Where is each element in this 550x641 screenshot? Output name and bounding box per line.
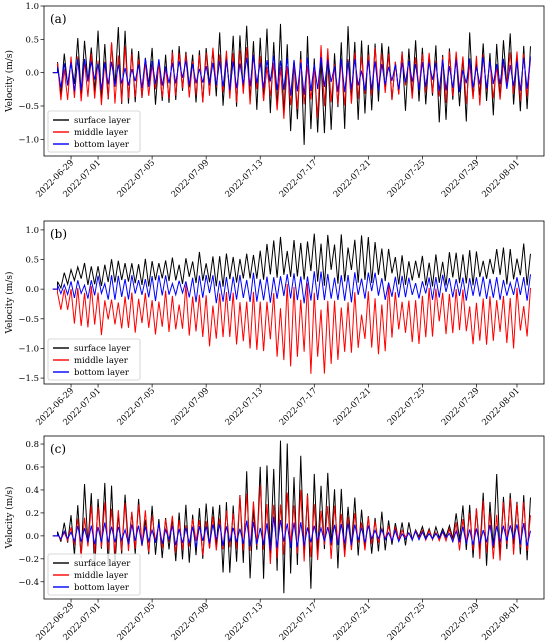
x-tick-label: 2022-07-09 (170, 158, 212, 200)
x-tick-label: 2022-07-13 (224, 386, 266, 428)
y-tick-label: 0.0 (25, 532, 39, 542)
y-tick-label: 0.5 (25, 35, 39, 45)
legend-label-2: middle layer (74, 356, 129, 366)
y-tick-label: −1.5 (18, 374, 39, 384)
x-tick-label: 2022-07-05 (115, 158, 157, 200)
legend: surface layer middle layer bottom layer (47, 338, 141, 381)
x-tick-label: 2022-07-05 (115, 601, 157, 641)
legend-label-1: surface layer (74, 116, 131, 126)
x-tick-label: 2022-07-21 (332, 386, 374, 428)
x-tick-label: 2022-07-29 (440, 601, 482, 641)
x-tick-label: 2022-07-25 (386, 158, 428, 200)
legend-label-3: bottom layer (74, 368, 130, 378)
x-tick-label: 2022-07-29 (440, 158, 482, 200)
legend: surface layer middle layer bottom layer (47, 553, 141, 596)
y-tick-label: 0.2 (25, 509, 39, 519)
y-tick-label: 0.0 (25, 69, 39, 79)
y-axis-label: Velocity (m/s) (4, 272, 15, 335)
panel-label: (a) (50, 12, 67, 26)
plot-frame (43, 5, 545, 157)
x-tick-label: 2022-07-09 (170, 386, 212, 428)
y-tick-label: 1.0 (25, 2, 39, 12)
x-tick-label: 2022-07-21 (332, 158, 374, 200)
series-line-3 (52, 516, 531, 551)
y-tick-label: −1.0 (18, 135, 39, 145)
x-tick-label: 2022-07-05 (115, 386, 157, 428)
y-tick-label: −0.4 (18, 578, 39, 588)
x-tick-label: 2022-07-17 (278, 601, 320, 641)
y-tick-label: 0.8 (25, 440, 39, 450)
x-tick-label: 2022-08-01 (480, 158, 522, 200)
y-axis-label: Velocity (m/s) (4, 50, 15, 113)
legend-label-1: surface layer (74, 559, 131, 569)
series-line-2 (52, 283, 531, 374)
x-tick-label: 2022-08-01 (480, 386, 522, 428)
x-tick-label: 2022-07-29 (440, 386, 482, 428)
chart-panel-2: −1.5 −1.0 −0.5 0.0 0.5 1.0 Velocity (m/s) 2022-… (4, 220, 545, 428)
panel-label: (b) (50, 227, 67, 241)
y-tick-label: 1.0 (25, 226, 39, 236)
y-tick-label: −0.5 (18, 315, 39, 325)
legend-box (47, 110, 141, 153)
legend-label-3: bottom layer (74, 583, 130, 593)
plot-frame (43, 220, 545, 385)
y-tick-label: 0.4 (25, 486, 39, 496)
x-tick-label: 2022-07-17 (278, 158, 320, 200)
series-line-1 (52, 233, 531, 290)
x-tick-label: 2022-08-01 (480, 601, 522, 641)
legend-box (47, 553, 141, 596)
series-line-3 (52, 271, 531, 304)
y-tick-label: 0.5 (25, 256, 39, 266)
x-tick-label: 2022-07-17 (278, 386, 320, 428)
legend-label-1: surface layer (74, 344, 131, 354)
series-line-2 (52, 42, 531, 119)
legend-box (47, 338, 141, 381)
y-tick-label: −0.5 (18, 102, 39, 112)
series-line-3 (52, 54, 531, 96)
x-tick-label: 2022-07-13 (224, 601, 266, 641)
legend: surface layer middle layer bottom layer (47, 110, 141, 153)
plot-frame (43, 435, 545, 600)
x-tick-label: 2022-07-21 (332, 601, 374, 641)
x-tick-label: 2022-07-25 (386, 386, 428, 428)
x-tick-label: 2022-07-13 (224, 158, 266, 200)
x-tick-label: 2022-07-25 (386, 601, 428, 641)
y-tick-label: −0.2 (18, 555, 39, 565)
legend-label-2: middle layer (74, 128, 129, 138)
y-axis-label: Velocity (m/s) (4, 487, 15, 550)
x-tick-label: 2022-07-09 (170, 601, 212, 641)
legend-label-2: middle layer (74, 571, 129, 581)
panel-label: (c) (50, 442, 66, 456)
chart-panel-3: −0.4 −0.2 0.0 0.2 0.4 0.6 0.8 Velocity (m/s) 202… (4, 435, 545, 641)
series-line-2 (52, 485, 531, 564)
y-tick-label: 0.6 (25, 463, 39, 473)
legend-label-3: bottom layer (74, 140, 130, 150)
y-tick-label: 0.0 (25, 285, 39, 295)
y-tick-label: −1.0 (18, 344, 39, 354)
